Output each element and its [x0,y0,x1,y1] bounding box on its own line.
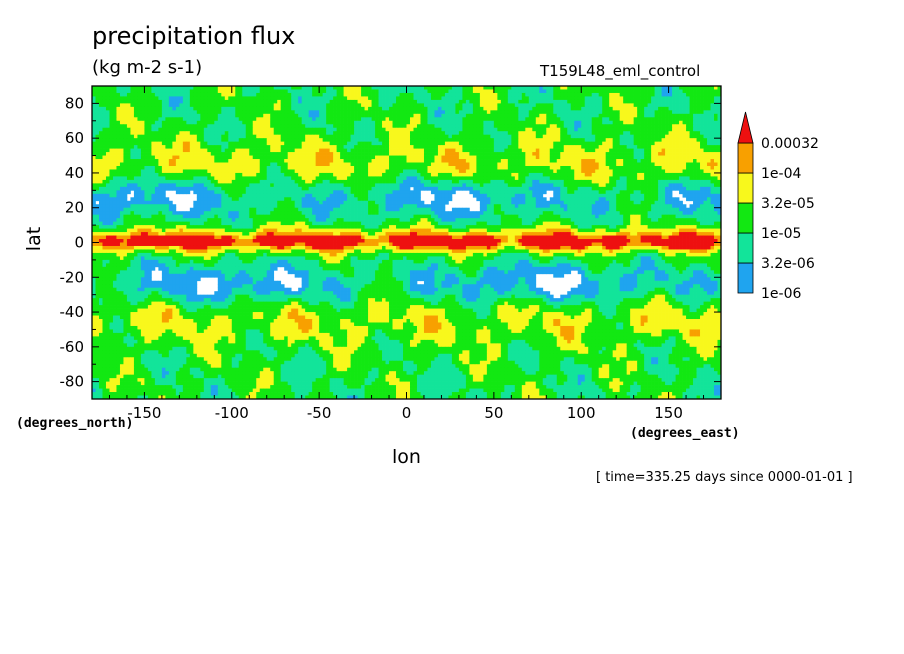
y-tick-label: 60 [65,129,84,147]
chart-title: precipitation flux [92,22,296,50]
y-axis: 80 60 40 20 0 -20 -40 -60 -80 [60,85,721,400]
colorbar-label: 1e-06 [761,286,801,302]
colorbar-label: 3.2e-06 [761,256,815,272]
y-tick-label: 80 [65,94,84,112]
plot-frame [91,85,722,400]
y-tick-label: -60 [60,338,85,356]
x-tick-label: -50 [307,404,332,422]
y-tick-label: -20 [60,268,85,286]
chart-units: (kg m-2 s-1) [92,57,203,78]
y-tick-label: 0 [74,234,84,252]
x-tick-label: 100 [567,404,596,422]
x-axis: -150 -100 -50 0 50 100 150 [108,86,705,422]
colorbar-overflow-triangle [737,111,754,144]
x-tick-label: -100 [215,404,249,422]
colorbar-segment [737,232,754,264]
x-tick-label: 0 [402,404,412,422]
y-tick-label: -80 [60,373,85,391]
run-name: T159L48_eml_control [540,62,701,80]
y-tick-label: 40 [65,164,84,182]
y-tick-label: 20 [65,199,84,217]
colorbar-label: 1e-04 [761,166,801,182]
y-tick-label: -40 [60,303,85,321]
x-tick-label: 50 [484,404,503,422]
precip-field [92,86,721,399]
colorbar-label: 1e-05 [761,226,801,242]
x-axis-units: (degrees_east) [630,426,740,441]
time-stamp: [ time=335.25 days since 0000-01-01 ] [596,470,853,485]
colorbar-segment [737,142,754,174]
colorbar-label: 0.00032 [761,136,819,152]
colorbar-segment [737,202,754,234]
y-axis-label: lat [23,226,46,252]
x-tick-label: 150 [654,404,683,422]
colorbar-segment [737,172,754,204]
y-axis-units: (degrees_north) [16,416,134,431]
colorbar-legend: 0.00032 1e-04 3.2e-05 1e-05 3.2e-06 1e-06 [737,111,819,302]
colorbar-label: 3.2e-05 [761,196,815,212]
colorbar-segment [737,262,754,294]
x-axis-label: lon [392,446,421,468]
